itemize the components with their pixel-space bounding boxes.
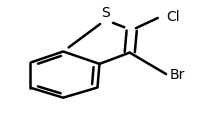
Text: S: S [101,6,109,20]
Text: Cl: Cl [165,10,179,24]
Text: Br: Br [169,67,184,81]
